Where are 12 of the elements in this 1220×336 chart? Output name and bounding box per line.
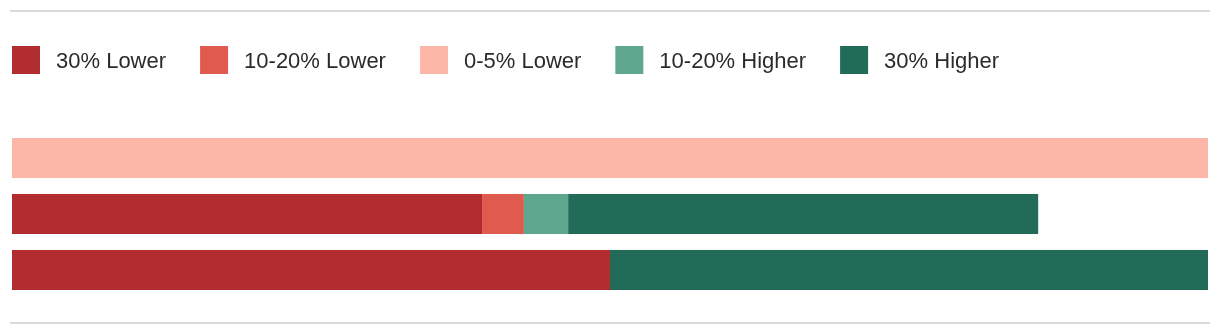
bar	[610, 249, 1208, 290]
bar	[482, 193, 524, 235]
legend-label: 30% Lower	[56, 48, 167, 73]
legend-label: 30% Higher	[884, 48, 1000, 73]
bar	[523, 193, 569, 235]
legend-label: 10-20% Lower	[244, 48, 386, 73]
bar	[12, 193, 483, 235]
legend-label: 10-20% Higher	[659, 48, 807, 73]
bar	[12, 138, 1208, 179]
legend-label: 0-5% Lower	[463, 48, 582, 73]
bar	[12, 249, 610, 290]
bar	[568, 193, 1039, 235]
